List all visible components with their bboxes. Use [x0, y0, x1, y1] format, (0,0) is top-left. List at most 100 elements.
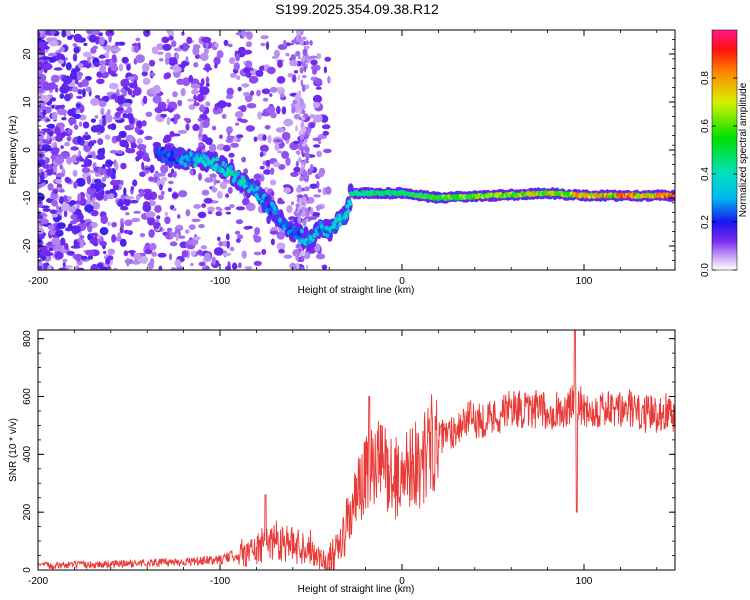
- noise-blob: [204, 252, 211, 261]
- noise-blob: [38, 31, 41, 38]
- noise-blob: [265, 159, 271, 167]
- noise-blob: [292, 99, 297, 105]
- noise-blob: [232, 262, 238, 270]
- noise-blob: [85, 161, 92, 167]
- noise-blob: [261, 112, 270, 117]
- colorbar-tick-label: 0.6: [700, 119, 711, 133]
- noise-blob: [190, 250, 196, 256]
- noise-blob: [162, 43, 172, 51]
- noise-blob: [105, 30, 115, 37]
- noise-blob: [94, 61, 100, 68]
- noise-blob: [115, 135, 122, 142]
- noise-blob: [198, 133, 202, 138]
- noise-blob: [73, 113, 82, 120]
- noise-blob: [75, 177, 86, 187]
- noise-blob: [185, 123, 190, 131]
- noise-blob: [133, 44, 139, 53]
- noise-blob: [151, 46, 159, 55]
- snr-series-line: [38, 330, 675, 570]
- noise-blob: [318, 140, 322, 145]
- noise-blob: [168, 101, 177, 109]
- noise-blob: [219, 134, 223, 139]
- noise-blob: [262, 97, 269, 102]
- noise-blob: [38, 228, 45, 232]
- noise-blob: [169, 253, 172, 261]
- noise-blob: [40, 212, 46, 216]
- y-tick-label: -20: [22, 238, 33, 253]
- ridge-cell: [346, 209, 351, 215]
- noise-blob: [197, 172, 203, 181]
- noise-blob: [197, 249, 203, 255]
- colorbar-label: Normalized spectral amplitude: [738, 82, 749, 217]
- ridge-cell: [173, 149, 178, 155]
- noise-blob: [119, 139, 129, 148]
- noise-blob: [304, 59, 307, 64]
- noise-blob: [243, 61, 247, 65]
- noise-blob: [49, 209, 58, 214]
- noise-blob: [148, 229, 155, 238]
- noise-blob: [70, 245, 81, 249]
- noise-blob: [102, 164, 106, 169]
- noise-blob: [51, 199, 58, 207]
- ridge-cell: [215, 156, 220, 162]
- noise-blob: [233, 62, 240, 71]
- noise-blob: [90, 118, 96, 123]
- noise-blob: [212, 106, 220, 115]
- noise-blob: [230, 142, 240, 148]
- ridge-cell: [183, 162, 188, 168]
- noise-blob: [314, 243, 321, 252]
- noise-blob: [290, 171, 299, 177]
- noise-blob: [273, 139, 283, 143]
- noise-blob: [59, 46, 65, 52]
- noise-blob: [115, 107, 124, 111]
- noise-blob: [244, 266, 253, 270]
- noise-blob: [321, 264, 328, 270]
- noise-blob: [64, 93, 71, 102]
- noise-blob: [199, 87, 209, 95]
- noise-blob: [79, 114, 87, 121]
- noise-blob: [197, 117, 203, 122]
- noise-blob: [41, 56, 51, 60]
- noise-blob: [301, 211, 306, 217]
- noise-blob: [229, 57, 236, 65]
- noise-blob: [180, 88, 186, 97]
- noise-blob: [287, 73, 294, 78]
- x-tick-label: 0: [399, 576, 405, 587]
- noise-blob: [191, 88, 200, 95]
- noise-blob: [96, 182, 107, 189]
- noise-blob: [227, 43, 233, 48]
- noise-blob: [304, 152, 310, 157]
- noise-blob: [38, 146, 41, 151]
- noise-blob: [46, 134, 50, 141]
- noise-blob: [182, 77, 191, 87]
- noise-blob: [303, 149, 306, 154]
- noise-blob: [295, 50, 301, 57]
- noise-blob: [172, 172, 177, 178]
- noise-blob: [237, 234, 244, 240]
- noise-blob: [244, 60, 253, 69]
- noise-blob: [269, 179, 277, 186]
- noise-blob: [312, 101, 321, 109]
- ridge-cell: [264, 196, 269, 202]
- noise-blob: [225, 233, 230, 241]
- noise-blob: [259, 144, 269, 153]
- noise-blob: [303, 65, 307, 73]
- noise-blob: [295, 125, 298, 132]
- ridge-cell: [275, 209, 280, 215]
- noise-blob: [38, 192, 45, 202]
- snr-axes: -200 -100 0 100 0 200 400 600 800: [22, 330, 675, 587]
- colorbar-gradient: [711, 29, 738, 271]
- noise-blob: [188, 74, 194, 83]
- noise-blob: [165, 37, 170, 42]
- noise-blob: [42, 82, 53, 91]
- noise-blob: [79, 235, 85, 239]
- noise-blob: [75, 103, 81, 108]
- noise-blob: [47, 224, 55, 230]
- noise-blob: [215, 180, 221, 184]
- noise-blob: [158, 58, 164, 62]
- noise-blob: [259, 151, 264, 158]
- noise-blob: [82, 121, 90, 129]
- noise-blob: [276, 105, 281, 115]
- noise-blob: [161, 176, 168, 182]
- noise-blob: [81, 167, 91, 174]
